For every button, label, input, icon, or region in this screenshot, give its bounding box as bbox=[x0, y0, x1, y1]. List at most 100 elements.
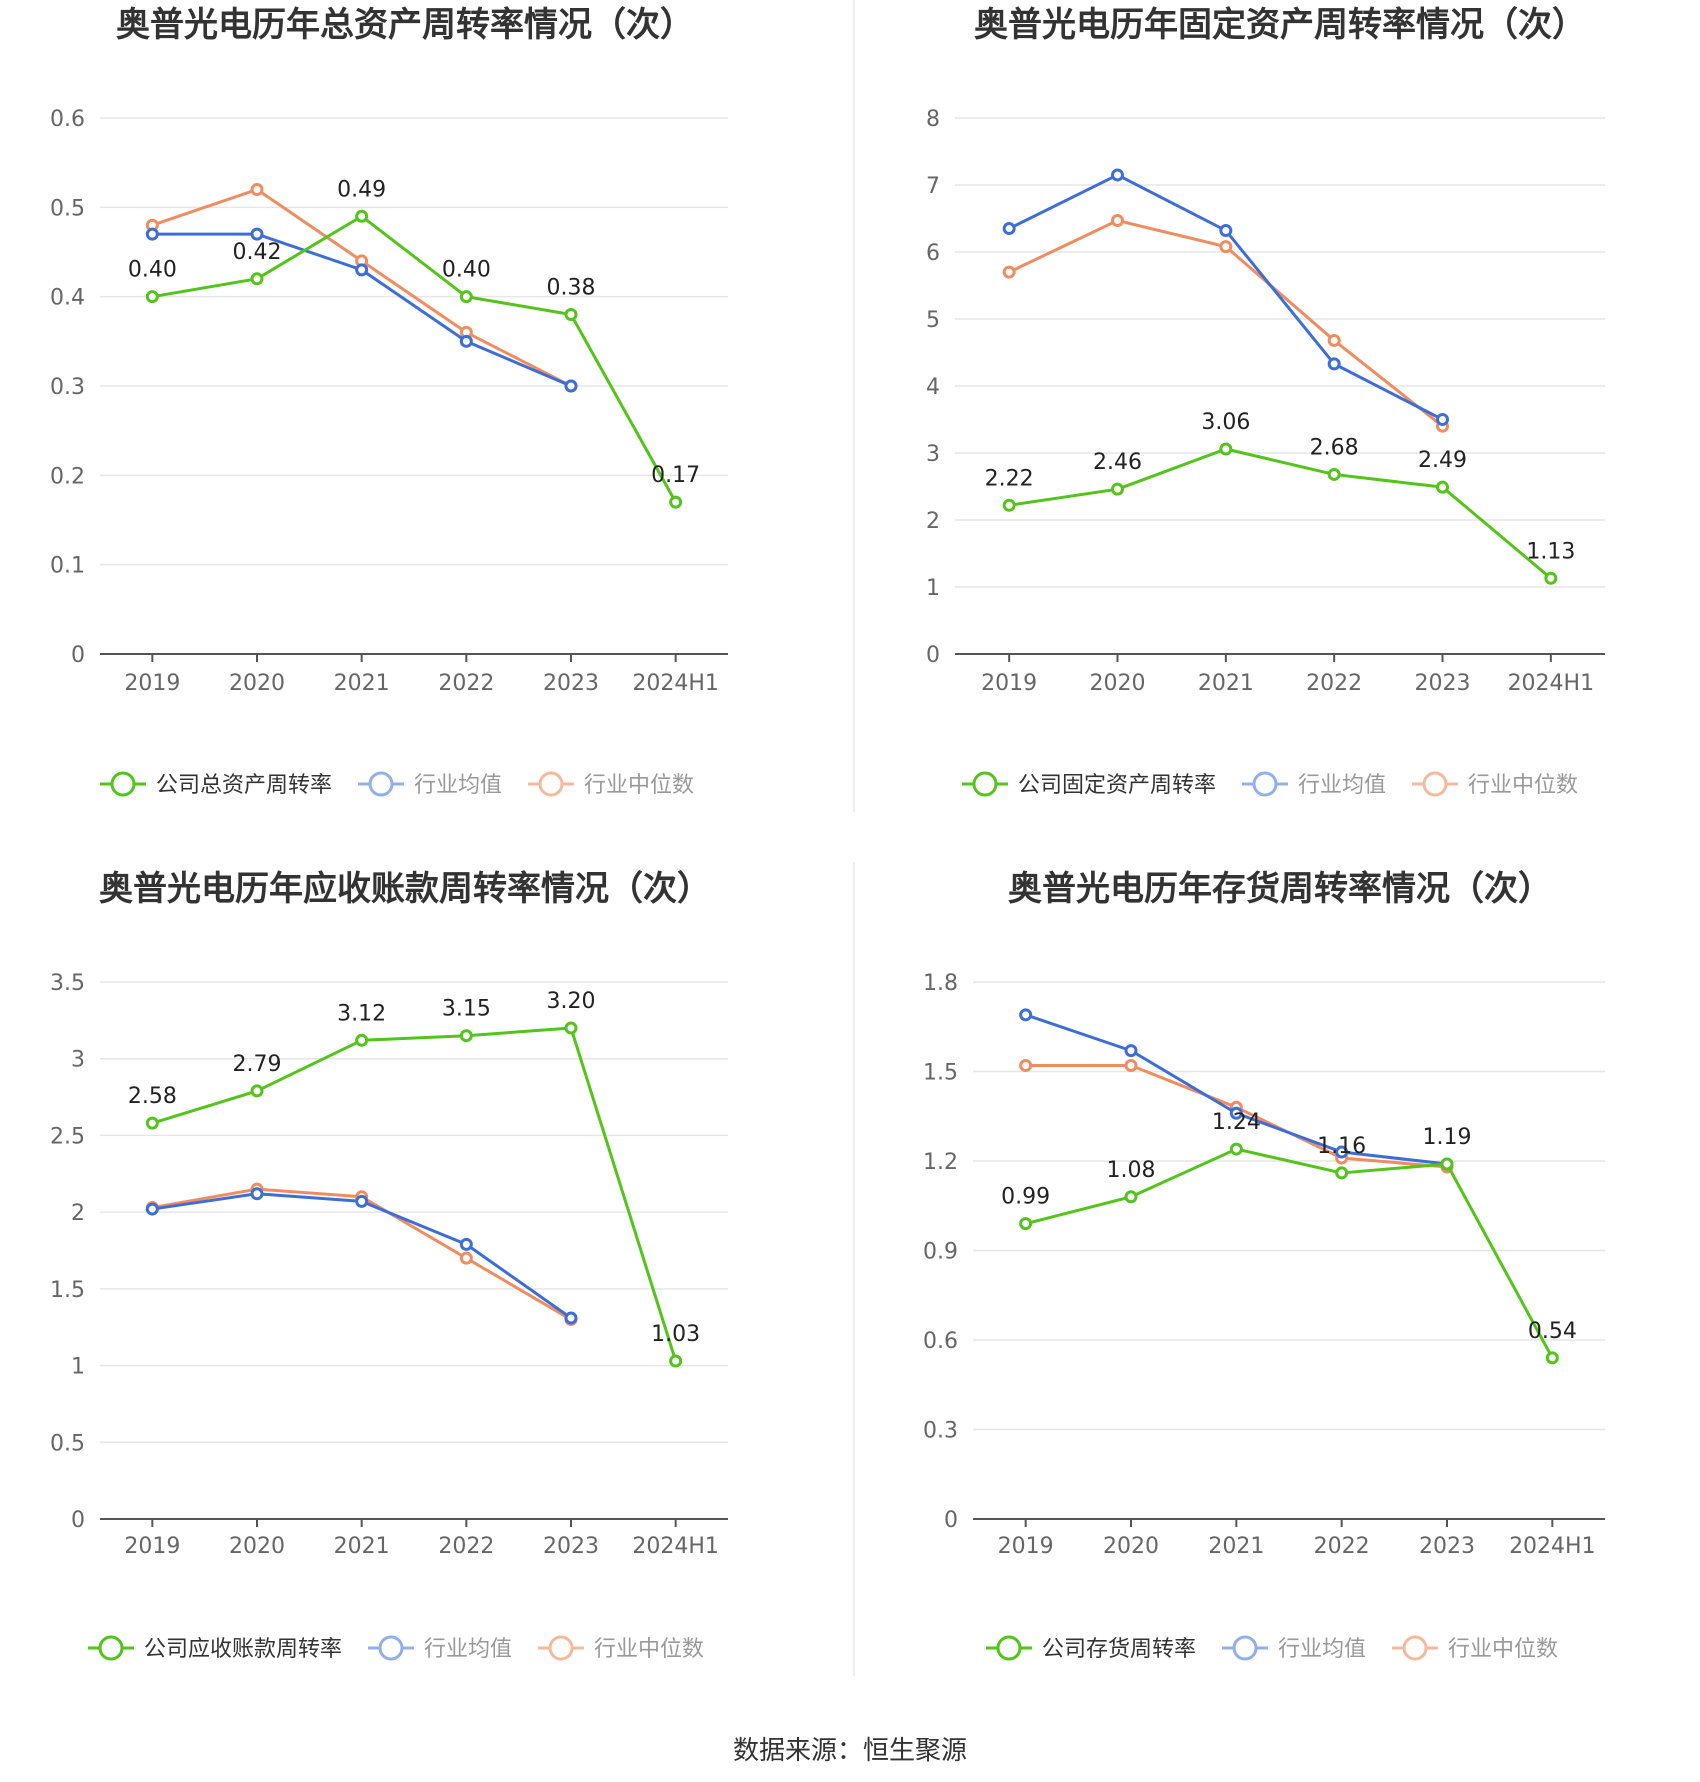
x-tick-label: 2024H1 bbox=[632, 1534, 719, 1559]
x-tick-label: 2021 bbox=[1208, 1534, 1264, 1559]
y-tick-label: 7 bbox=[926, 174, 940, 199]
data-point-median bbox=[1124, 1059, 1138, 1073]
legend-circle-icon bbox=[996, 1635, 1022, 1661]
data-label: 1.08 bbox=[1107, 1158, 1156, 1183]
y-tick-label: 1 bbox=[71, 1355, 85, 1380]
data-point-average bbox=[355, 263, 369, 277]
legend-label: 行业均值 bbox=[414, 773, 502, 798]
data-point-company bbox=[1111, 482, 1124, 496]
y-tick-label: 4 bbox=[926, 375, 940, 400]
data-point-average bbox=[145, 227, 159, 241]
data-point-average bbox=[1335, 1145, 1349, 1159]
y-tick-label: 0.2 bbox=[50, 464, 85, 489]
legend-item-average[interactable]: 行业均值 bbox=[368, 1635, 512, 1662]
y-tick-label: 0 bbox=[71, 643, 85, 668]
legend-label: 行业均值 bbox=[1298, 773, 1386, 798]
data-label: 2.22 bbox=[985, 466, 1034, 491]
legend-circle-icon bbox=[972, 771, 998, 797]
data-label: 2.68 bbox=[1310, 435, 1359, 460]
data-point-company bbox=[145, 1116, 159, 1130]
legend-item-median[interactable]: 行业中位数 bbox=[1412, 771, 1578, 798]
data-label: 3.20 bbox=[547, 989, 596, 1014]
y-tick-label: 0.6 bbox=[50, 107, 85, 132]
legend-item-median[interactable]: 行业中位数 bbox=[538, 1635, 704, 1662]
legend-item-company[interactable]: 公司固定资产周转率 bbox=[962, 771, 1216, 798]
x-tick-label: 2020 bbox=[229, 671, 285, 696]
data-point-median bbox=[459, 1251, 473, 1265]
series-line-company bbox=[1008, 447, 1552, 580]
legend-item-median[interactable]: 行业中位数 bbox=[1392, 1635, 1558, 1662]
data-point-average bbox=[1019, 1008, 1033, 1022]
legend-item-company[interactable]: 公司总资产周转率 bbox=[100, 771, 332, 798]
data-point-company bbox=[1544, 571, 1558, 585]
data-point-average bbox=[564, 379, 578, 393]
legend-circle-icon bbox=[368, 771, 394, 797]
y-tick-label: 0 bbox=[926, 643, 940, 668]
data-label: 2.58 bbox=[128, 1084, 177, 1109]
data-point-average bbox=[250, 227, 264, 241]
y-tick-label: 0 bbox=[944, 1508, 958, 1533]
legend-label: 公司固定资产周转率 bbox=[1018, 773, 1216, 798]
data-label: 0.49 bbox=[337, 177, 386, 202]
data-point-average bbox=[1436, 413, 1449, 426]
chart-title: 奥普光电历年应收账款周转率情况（次） bbox=[99, 869, 711, 909]
x-tick-label: 2023 bbox=[1415, 671, 1471, 696]
legend-item-median[interactable]: 行业中位数 bbox=[528, 771, 694, 798]
x-tick-label: 2022 bbox=[1314, 1534, 1370, 1559]
data-point-company bbox=[1219, 442, 1233, 456]
legend-circle-icon bbox=[538, 771, 564, 797]
legend-circle-icon bbox=[98, 1635, 124, 1661]
data-label: 0.17 bbox=[651, 463, 700, 488]
data-point-average bbox=[459, 334, 473, 348]
x-tick-label: 2019 bbox=[124, 1534, 180, 1559]
data-point-company bbox=[355, 209, 369, 223]
chart-3: 奥普光电历年应收账款周转率情况（次） 0 0.5 1 1.5 2 2.5 3 3.5 2019 20… bbox=[50, 869, 728, 1662]
legend-label: 行业中位数 bbox=[1468, 773, 1578, 798]
legend-label: 行业中位数 bbox=[584, 773, 694, 798]
series-line-company bbox=[151, 1026, 678, 1362]
legend-label: 行业均值 bbox=[1278, 1637, 1366, 1662]
y-tick-label: 0.3 bbox=[50, 375, 85, 400]
y-tick-label: 1.5 bbox=[923, 1061, 958, 1086]
legend-label: 公司总资产周转率 bbox=[156, 773, 332, 798]
data-label: 0.40 bbox=[128, 258, 177, 283]
x-tick-label: 2024H1 bbox=[632, 671, 719, 696]
legend-label: 行业中位数 bbox=[1448, 1637, 1558, 1662]
legend-item-average[interactable]: 行业均值 bbox=[358, 771, 502, 798]
data-point-average bbox=[564, 1311, 578, 1325]
y-tick-label: 2 bbox=[71, 1201, 85, 1226]
data-point-average bbox=[1229, 1106, 1243, 1120]
y-tick-label: 0.1 bbox=[50, 554, 85, 579]
data-label: 1.13 bbox=[1526, 539, 1575, 564]
legend-circle-icon bbox=[110, 771, 136, 797]
data-point-company bbox=[564, 308, 578, 322]
data-label: 2.79 bbox=[233, 1052, 282, 1077]
legend-circle-icon bbox=[1232, 1635, 1258, 1661]
legend-item-company[interactable]: 公司存货周转率 bbox=[986, 1635, 1196, 1662]
legend-item-company[interactable]: 公司应收账款周转率 bbox=[88, 1635, 342, 1662]
x-tick-label: 2021 bbox=[334, 671, 390, 696]
legend-circle-icon bbox=[1402, 1635, 1428, 1661]
legend-item-average[interactable]: 行业均值 bbox=[1242, 771, 1386, 798]
y-tick-label: 1.2 bbox=[923, 1150, 958, 1175]
y-tick-label: 0.5 bbox=[50, 196, 85, 221]
x-tick-label: 2019 bbox=[998, 1534, 1054, 1559]
chart-title: 奥普光电历年存货周转率情况（次） bbox=[1008, 869, 1552, 909]
y-tick-label: 2 bbox=[926, 509, 940, 534]
data-point-company bbox=[459, 1029, 473, 1043]
data-point-median bbox=[1002, 265, 1016, 279]
legend-item-average[interactable]: 行业均值 bbox=[1222, 1635, 1366, 1662]
data-point-company bbox=[1545, 1351, 1559, 1365]
y-tick-label: 0 bbox=[71, 1508, 85, 1533]
y-tick-label: 3.5 bbox=[50, 971, 85, 996]
data-point-average bbox=[1219, 224, 1233, 238]
data-label: 1.16 bbox=[1317, 1134, 1366, 1159]
chart-4: 奥普光电历年存货周转率情况（次） 0 0.3 0.6 0.9 1.2 1.5 1.8 2019 2… bbox=[923, 869, 1605, 1662]
series-line-company bbox=[1025, 1147, 1554, 1359]
data-label: 1.03 bbox=[651, 1322, 700, 1347]
y-tick-label: 0.3 bbox=[923, 1419, 958, 1444]
data-point-company bbox=[1327, 467, 1341, 481]
data-point-company bbox=[459, 290, 473, 304]
series-line-average bbox=[1025, 1013, 1448, 1166]
series-line-average bbox=[1008, 173, 1444, 421]
